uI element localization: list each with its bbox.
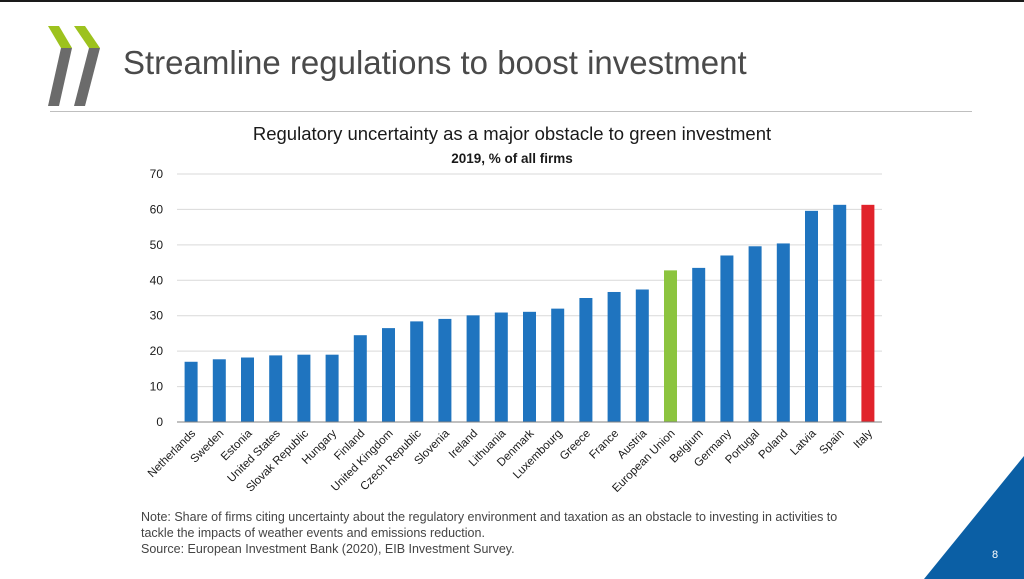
corner-triangle — [924, 456, 1024, 579]
chart-bars — [184, 204, 875, 422]
x-tick-label: Spain — [818, 428, 847, 457]
y-tick-label: 10 — [150, 380, 164, 394]
bar-belgium — [692, 267, 706, 422]
bar-portugal — [748, 246, 762, 422]
bar-european-union — [664, 270, 677, 422]
x-tick-label: Latvia — [788, 427, 819, 458]
bar-finland — [353, 335, 367, 422]
bar-netherlands — [184, 361, 198, 422]
page-number: 8 — [992, 549, 999, 561]
bar-ireland — [466, 315, 480, 422]
x-tick-label: Greece — [558, 428, 593, 463]
y-tick-label: 0 — [156, 415, 163, 429]
note-text: Note: Share of firms citing uncertainty … — [141, 510, 838, 540]
bar-poland — [776, 243, 790, 422]
bar-slovak-republic — [297, 354, 311, 422]
title-divider — [50, 111, 972, 112]
logo-chevron-left-grey — [48, 48, 72, 106]
bar-united-states — [269, 355, 283, 422]
y-tick-label: 30 — [150, 309, 164, 323]
bar-lithuania — [494, 312, 508, 422]
bar-latvia — [805, 210, 818, 422]
y-tick-label: 60 — [150, 202, 164, 216]
y-tick-label: 50 — [150, 238, 164, 252]
bar-luxembourg — [551, 308, 565, 422]
logo-chevron-left-green — [48, 26, 72, 48]
bar-czech-republic — [410, 321, 424, 422]
y-tick-label: 20 — [150, 344, 164, 358]
bar-spain — [833, 204, 847, 422]
bar-sweden — [212, 359, 226, 422]
x-tick-label: Poland — [757, 428, 791, 462]
chart-note: Note: Share of firms citing uncertainty … — [141, 509, 861, 557]
bar-united-kingdom — [382, 328, 395, 422]
bar-estonia — [241, 357, 254, 422]
chart-title: Regulatory uncertainty as a major obstac… — [252, 123, 772, 144]
bar-greece — [579, 298, 593, 422]
bar-germany — [720, 255, 734, 422]
source-text: Source: European Investment Bank (2020),… — [141, 542, 515, 556]
x-tick-label: Italy — [852, 427, 876, 451]
slide-title: Streamline regulations to boost investme… — [123, 44, 747, 81]
bar-slovenia — [438, 318, 452, 422]
y-tick-label: 40 — [150, 273, 164, 287]
chart-subtitle: 2019, % of all firms — [451, 151, 573, 166]
bar-austria — [635, 289, 649, 422]
bar-italy — [861, 204, 875, 422]
y-axis-tick-labels: 0 10 20 30 40 50 60 70 — [150, 167, 164, 429]
bar-denmark — [523, 311, 536, 422]
bar-chart: 0 10 20 30 40 50 60 70 NetherlandsSwedenEstonia… — [146, 167, 882, 495]
logo-chevron-right-green — [74, 26, 100, 48]
bar-hungary — [325, 354, 339, 422]
logo-chevron-right-grey — [74, 48, 100, 106]
oecd-logo — [48, 26, 100, 106]
y-tick-label: 70 — [150, 167, 164, 181]
x-tick-label: France — [587, 428, 621, 462]
bar-france — [607, 291, 621, 422]
